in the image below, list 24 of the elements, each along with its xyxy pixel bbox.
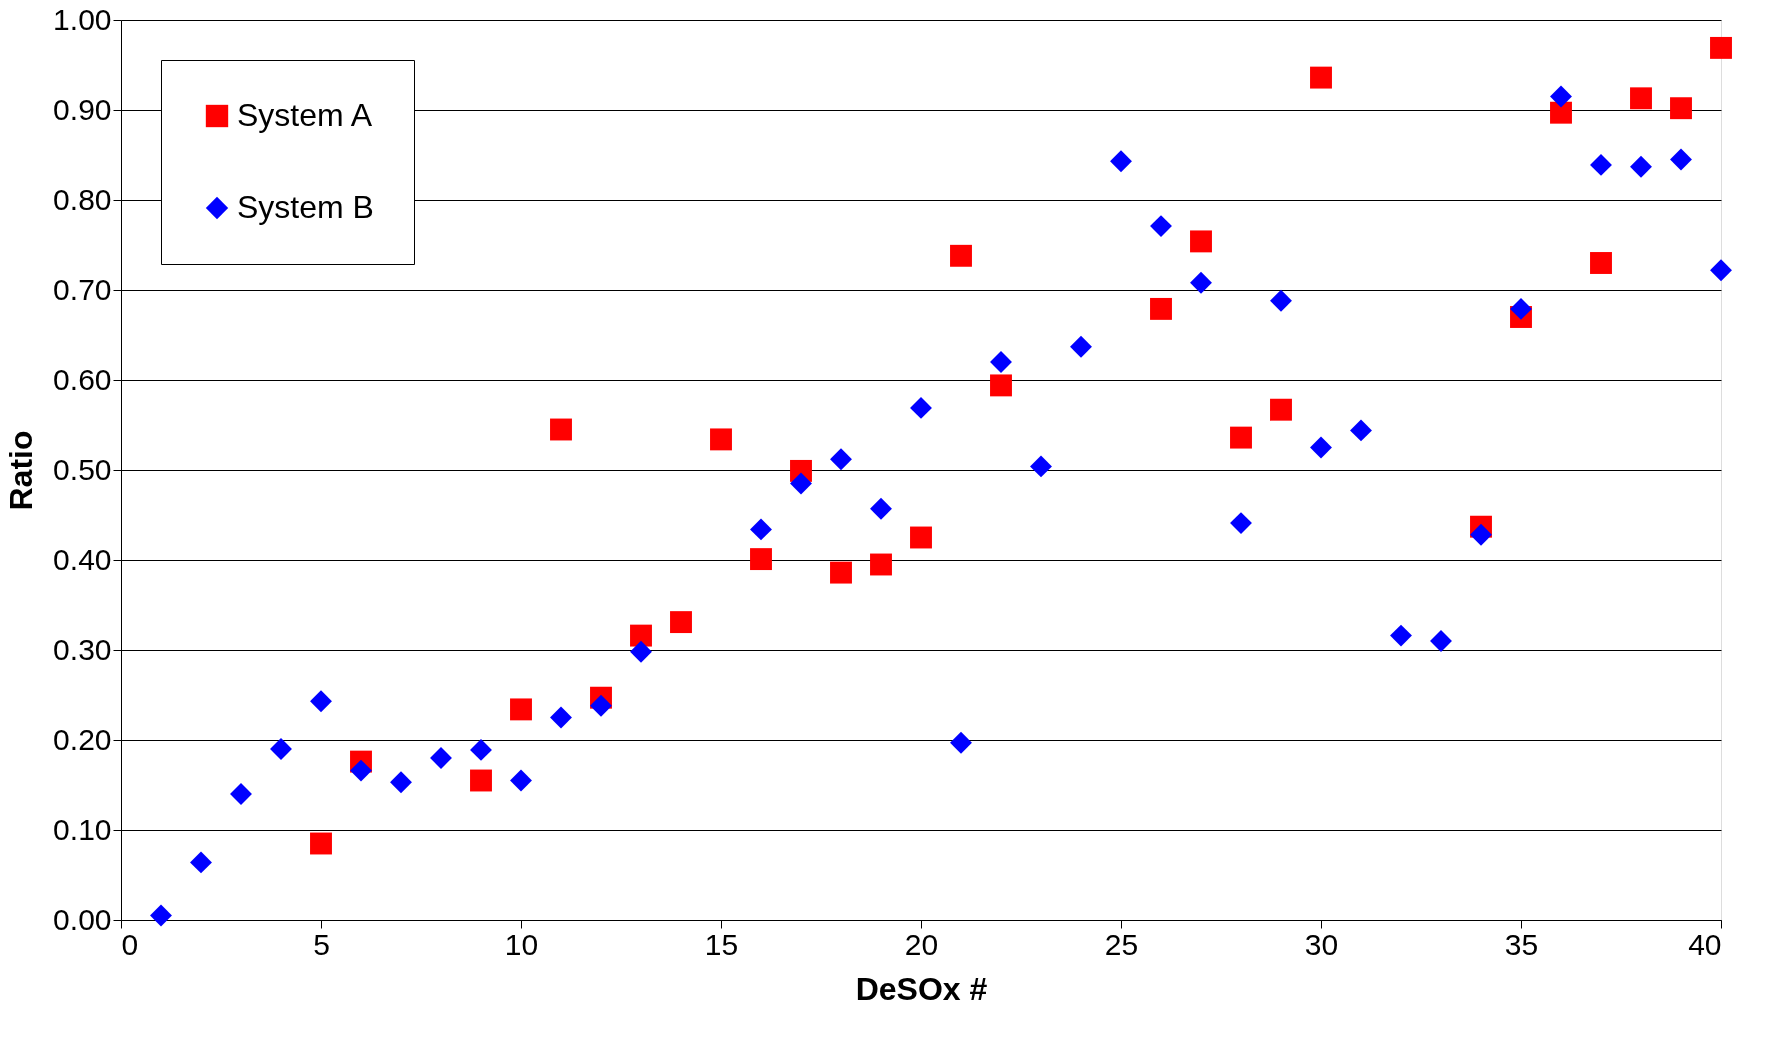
y-axis-title: Ratio [3,430,40,511]
x-tick-label: 0 [121,927,139,961]
x-tick-label: 20 [904,927,939,961]
y-tick-label: 0.80 [53,182,112,216]
y-tick-label: 0.10 [53,812,112,846]
x-tick-label: 5 [313,927,330,961]
x-tick-label: 10 [504,927,539,961]
y-tick-label: 0.20 [53,722,112,756]
y-tick-label: 0.70 [53,272,112,306]
x-tick-label: 25 [1104,927,1139,961]
y-tick-label: 0.40 [53,542,112,576]
y-tick-label: 0.50 [53,452,112,486]
y-tick-label: 0.60 [53,362,112,396]
legend-label: System B [237,189,374,225]
x-axis-title: DeSOx # [855,970,988,1007]
y-tick-label: 1.00 [53,2,112,36]
y-tick-label: 0.00 [53,902,112,936]
legend-label: System A [237,97,373,133]
x-tick-label: 35 [1504,927,1539,961]
x-tick-label: 30 [1304,927,1339,961]
y-tick-label: 0.30 [53,632,112,666]
x-tick-label: 40 [1688,927,1722,961]
y-tick-label: 0.90 [53,92,112,126]
x-tick-label: 15 [704,927,739,961]
